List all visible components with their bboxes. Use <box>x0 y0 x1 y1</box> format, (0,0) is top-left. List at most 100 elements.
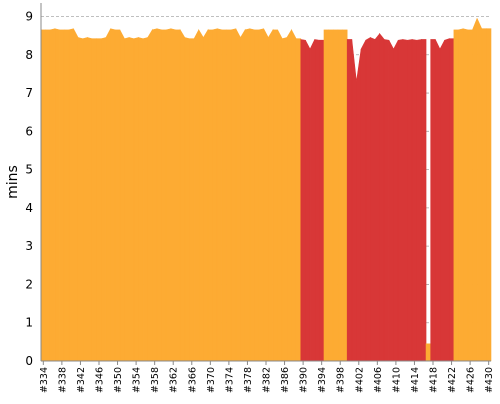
x-tick-label-390: #390 <box>299 367 310 393</box>
x-tick-label-342: #342 <box>76 367 87 393</box>
area-segment-394 <box>319 39 325 362</box>
area-segment-413 <box>407 39 413 362</box>
area-segment-384 <box>272 29 278 362</box>
area-segment-347 <box>101 37 107 362</box>
area-segment-382 <box>263 28 269 362</box>
x-tick-label-422: #422 <box>447 367 458 393</box>
x-tick-label-402: #402 <box>354 367 365 393</box>
area-segment-392 <box>309 39 316 362</box>
y-tick-label-6: 6 <box>25 124 33 138</box>
x-tick-label-406: #406 <box>373 367 384 393</box>
y-tick-label-3: 3 <box>25 239 33 253</box>
area-segment-408 <box>383 39 390 362</box>
area-segment-361 <box>165 28 172 362</box>
x-tick-label-354: #354 <box>132 367 143 393</box>
x-tick-label-414: #414 <box>410 367 421 393</box>
area-segment-343 <box>82 37 88 362</box>
x-tick-label-366: #366 <box>187 367 198 393</box>
series-layer <box>40 18 492 362</box>
area-segment-370 <box>207 29 213 362</box>
area-segment-376 <box>235 28 241 362</box>
x-tick-labels: #334 #338 #342 #346 #350 #354 #358 #362 #366 #370… <box>39 367 495 393</box>
area-segment-402 <box>356 48 362 362</box>
area-segment-354 <box>133 37 139 362</box>
area-segment-418 <box>430 39 436 362</box>
y-axis-label: mins <box>5 165 21 199</box>
area-segment-388 <box>291 29 297 362</box>
area-segment-355 <box>138 37 144 362</box>
y-tick-label-7: 7 <box>25 86 33 100</box>
area-segment-410 <box>393 40 399 362</box>
y-tick-label-8: 8 <box>25 48 33 62</box>
area-segment-400 <box>346 39 353 362</box>
y-tick-label-1: 1 <box>25 316 33 330</box>
y-tick-label-4: 4 <box>25 201 33 215</box>
area-segment-367 <box>193 29 200 362</box>
area-segment-365 <box>184 37 190 362</box>
area-segment-344 <box>87 37 93 362</box>
area-segment-425 <box>462 28 469 362</box>
y-tick-labels: 0 1 2 3 4 5 6 7 8 9 <box>25 9 33 368</box>
area-segment-359 <box>156 28 162 362</box>
area-segment-422 <box>448 38 455 362</box>
area-segment-342 <box>77 37 84 362</box>
area-segment-366 <box>189 38 195 362</box>
area-segment-346 <box>96 38 102 362</box>
area-segment-340 <box>68 28 74 362</box>
x-tick-label-398: #398 <box>336 367 347 393</box>
area-segment-406 <box>374 32 380 362</box>
area-segment-421 <box>444 38 450 362</box>
area-segment-381 <box>258 28 264 362</box>
area-segment-398 <box>337 29 343 362</box>
area-segment-363 <box>175 29 181 362</box>
area-segment-424 <box>458 28 464 362</box>
x-tick-label-410: #410 <box>391 367 402 393</box>
x-tick-label-382: #382 <box>262 367 273 393</box>
area-segment-349 <box>110 28 116 362</box>
x-tick-label-386: #386 <box>280 367 291 393</box>
area-segment-427 <box>472 18 478 362</box>
area-segment-405 <box>370 37 376 362</box>
area-segment-396 <box>328 29 334 362</box>
x-tick-label-418: #418 <box>429 367 440 393</box>
y-tick-label-5: 5 <box>25 163 33 177</box>
area-segment-358 <box>152 28 158 362</box>
x-tick-label-362: #362 <box>169 367 180 393</box>
area-segment-360 <box>161 29 167 362</box>
area-segment-386 <box>281 37 288 362</box>
x-tick-label-378: #378 <box>243 367 254 393</box>
area-segment-407 <box>379 32 385 362</box>
area-segment-391 <box>305 40 311 362</box>
area-segment-373 <box>221 29 227 362</box>
x-tick-label-334: #334 <box>39 367 50 393</box>
area-segment-348 <box>105 28 111 362</box>
area-segment-378 <box>244 28 251 362</box>
area-segment-350 <box>114 29 121 362</box>
area-segment-336 <box>49 28 56 362</box>
x-tick-label-374: #374 <box>224 367 235 393</box>
area-segment-387 <box>286 28 292 362</box>
area-segment-352 <box>124 37 130 362</box>
area-segment-412 <box>402 39 408 362</box>
x-tick-label-346: #346 <box>94 367 105 393</box>
x-tick-label-394: #394 <box>317 367 328 393</box>
area-segment-353 <box>128 37 135 362</box>
area-segment-341 <box>73 28 79 362</box>
area-segment-415 <box>416 39 422 362</box>
area-segment-414 <box>411 39 418 362</box>
y-tick-label-2: 2 <box>25 277 33 291</box>
area-segment-426 <box>467 29 473 362</box>
area-segment-379 <box>249 28 255 362</box>
area-segment-399 <box>342 29 348 362</box>
area-segment-401 <box>351 39 357 362</box>
x-tick-label-426: #426 <box>466 367 477 393</box>
area-segment-364 <box>179 28 186 362</box>
area-segment-395 <box>323 29 329 362</box>
area-segment-369 <box>203 28 209 362</box>
area-segment-339 <box>63 29 70 362</box>
area-segment-428 <box>476 18 483 362</box>
area-segment-334 <box>40 29 46 362</box>
area-segment-383 <box>268 28 274 362</box>
